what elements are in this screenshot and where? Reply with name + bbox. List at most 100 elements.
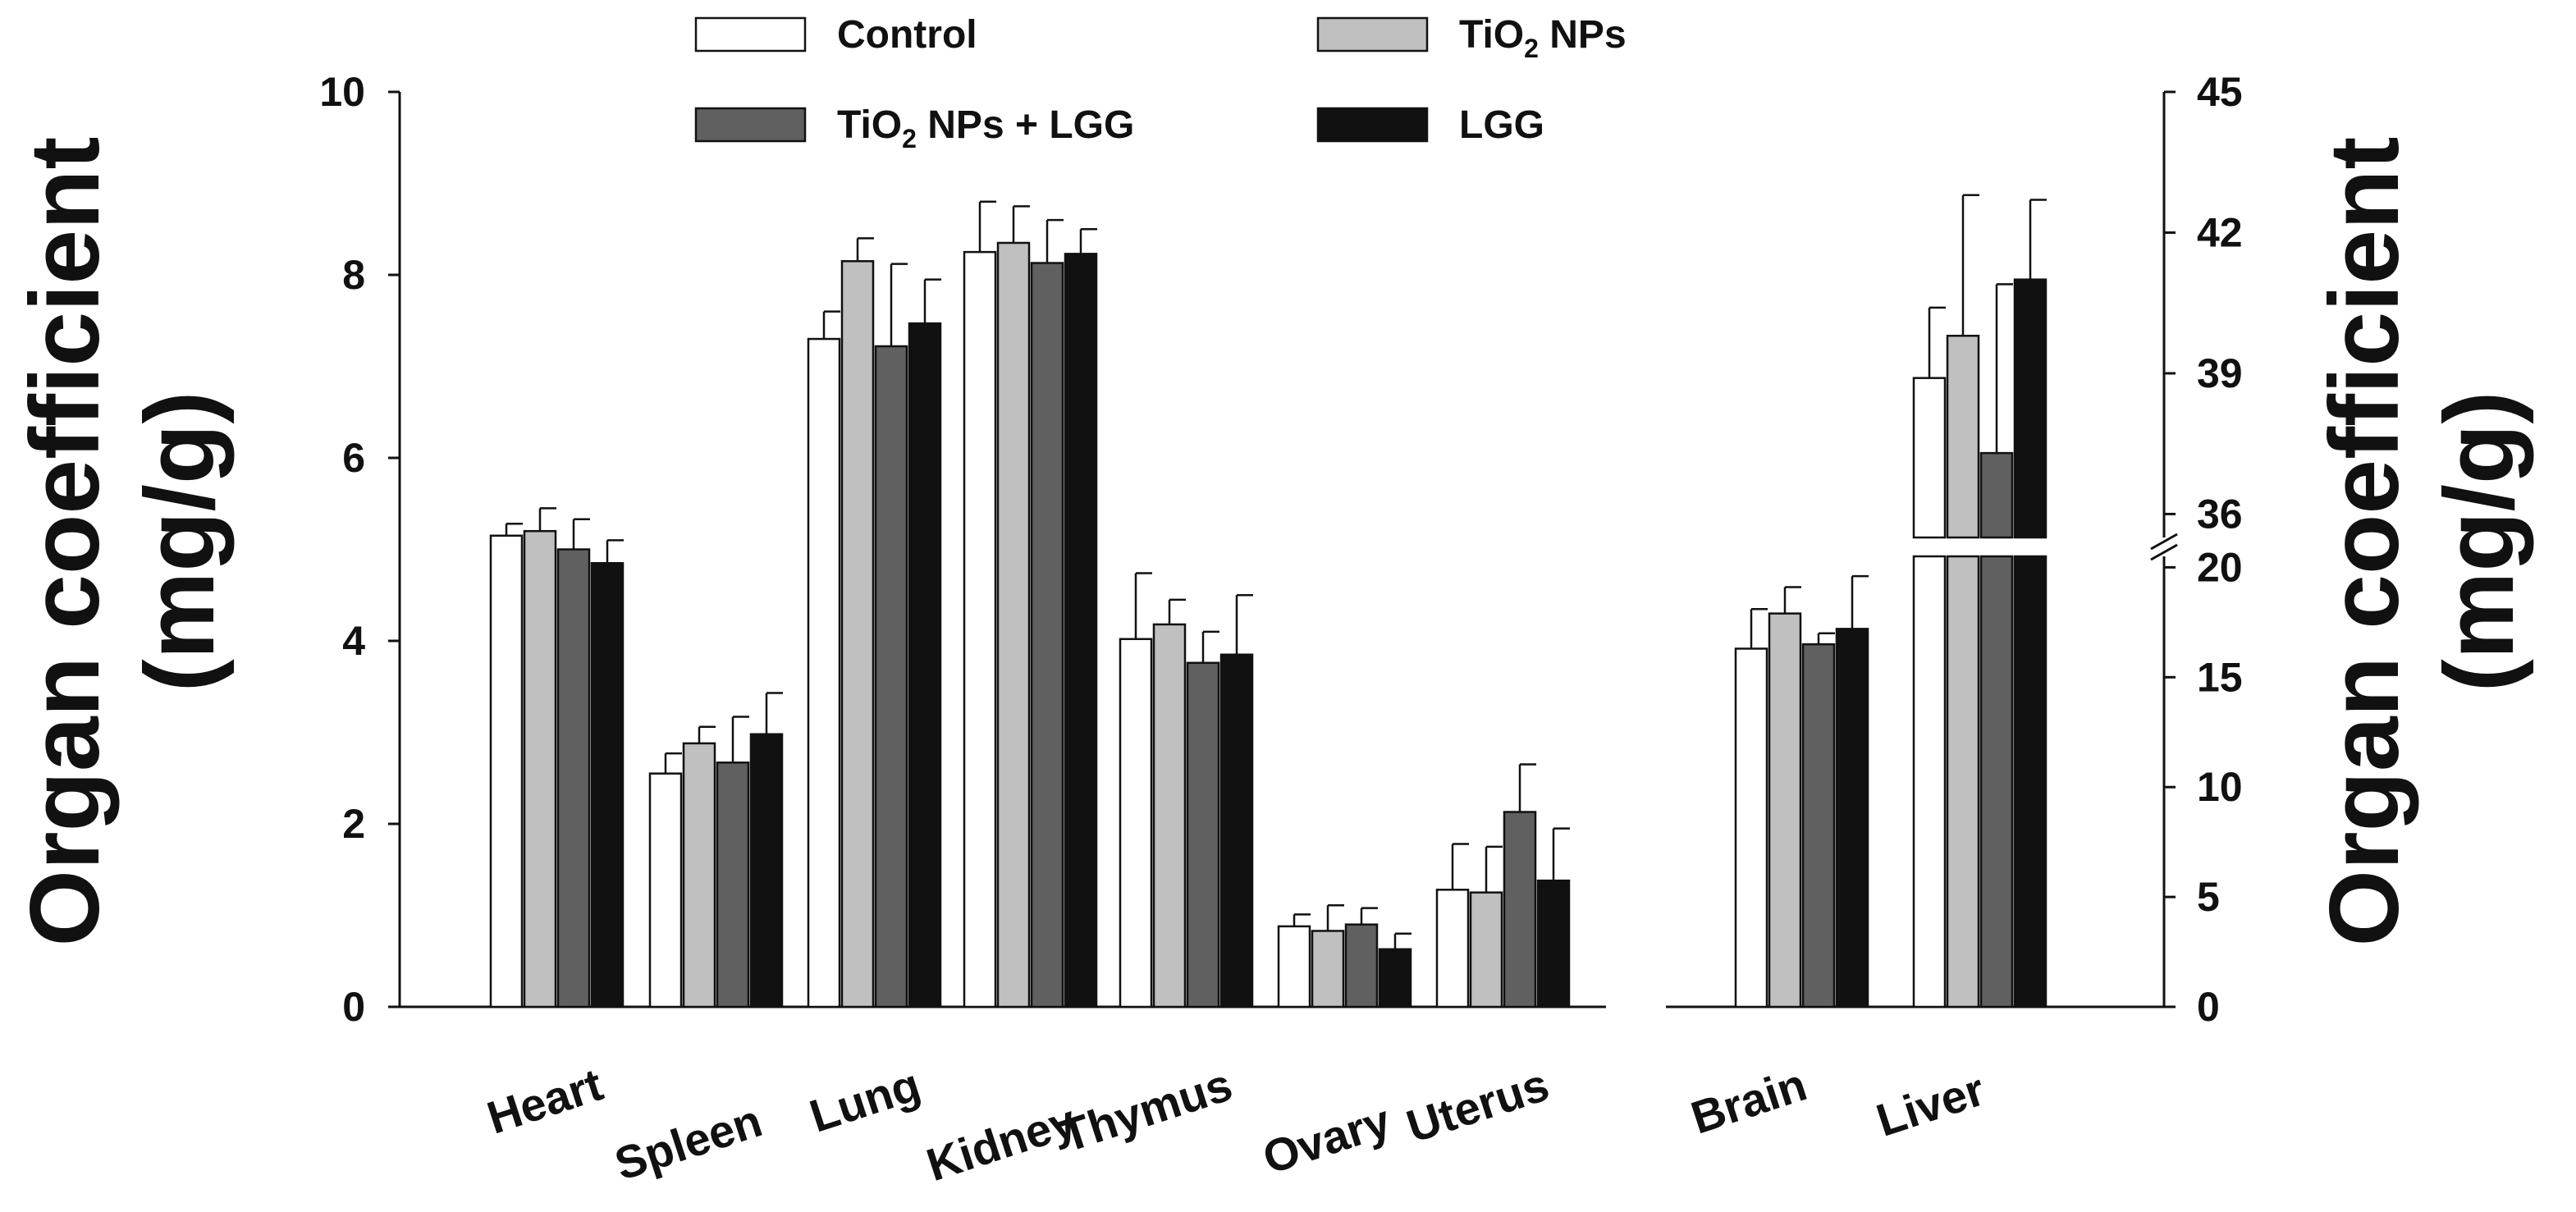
- legend-label-tail: NPs: [1539, 13, 1627, 57]
- legend-label-control: Control: [837, 13, 977, 57]
- bar-ovary-lgg: [1378, 948, 1412, 1008]
- error-bar-thymus-control: [1134, 572, 1152, 639]
- error-bar-uterus-lgg: [1552, 827, 1570, 881]
- bar-lung-lgg: [908, 322, 942, 1008]
- bar-liver-control-lower: [1912, 555, 1947, 1008]
- bar-liver-lgg-lower: [2013, 555, 2048, 1008]
- x-tick-label-spleen: Spleen: [609, 1094, 768, 1190]
- legend: Control TiO2 NPs TiO2 NPs + LGG LGG: [694, 13, 1627, 153]
- legend-item-lgg: LGG: [1316, 103, 1544, 147]
- error-bar-heart-lgg: [606, 539, 624, 564]
- bar-heart-tio2-nps-lgg: [556, 548, 591, 1008]
- error-bar-uterus-control: [1451, 843, 1469, 890]
- right-y-tick-label: 45: [2197, 69, 2243, 115]
- bar-heart-control: [489, 534, 524, 1008]
- x-tick-label-heart: Heart: [481, 1058, 609, 1143]
- bar-spleen-lgg: [749, 733, 784, 1008]
- legend-label-subscript: 2: [1524, 34, 1539, 63]
- bar-group-liver: [1912, 194, 2048, 1008]
- bar-lung-tio2-nps: [840, 260, 875, 1008]
- legend-swatch-tio2-nps-lgg: [694, 107, 807, 143]
- error-bar-ovary-lgg: [1393, 932, 1412, 949]
- left-y-tick-label: 6: [342, 435, 365, 481]
- error-bar-ovary-tio2-nps-lgg: [1360, 907, 1378, 925]
- bar-ovary-tio2-nps: [1311, 930, 1345, 1008]
- left-y-axis-label-line2: (mg/g): [125, 391, 235, 693]
- bar-group-brain: [1734, 574, 1869, 1008]
- bar-kidney-tio2-nps-lgg: [1030, 262, 1064, 1008]
- left-y-tick-label: 2: [342, 801, 365, 847]
- bar-uterus-tio2-nps-lgg: [1503, 811, 1537, 1008]
- axis-break-marker: [2150, 533, 2178, 561]
- bar-brain-control: [1734, 647, 1768, 1008]
- error-bar-ovary-control: [1293, 913, 1311, 926]
- bar-group-spleen: [648, 692, 784, 1008]
- x-tick-label-thymus: Thymus: [1055, 1058, 1238, 1161]
- bar-uterus-lgg: [1536, 879, 1571, 1008]
- right-y-axis-label-line1: Organ coefficient: [2309, 137, 2419, 947]
- error-bar-ovary-tio2-nps: [1326, 903, 1344, 931]
- legend-label-lgg: LGG: [1459, 103, 1544, 147]
- legend-label-subscript: 2: [902, 124, 917, 153]
- error-bar-heart-tio2-nps-lgg: [572, 518, 590, 550]
- bar-lung-tio2-nps-lgg: [874, 345, 908, 1008]
- legend-label-tio2-nps: TiO2 NPs: [1459, 13, 1627, 63]
- x-tick-label-brain: Brain: [1685, 1058, 1813, 1143]
- bar-heart-tio2-nps: [523, 529, 557, 1008]
- bar-liver-lgg-upper: [2013, 278, 2048, 539]
- error-bar-thymus-tio2-nps-lgg: [1201, 630, 1219, 663]
- legend-swatch-lgg: [1316, 107, 1429, 143]
- left-y-tick-label: 8: [342, 252, 365, 298]
- legend-label-main: LGG: [1459, 103, 1544, 147]
- right-y-tick-label: 0: [2197, 984, 2220, 1030]
- error-bar-uterus-tio2-nps: [1485, 845, 1503, 893]
- bar-brain-tio2-nps: [1768, 612, 1802, 1008]
- x-tick-label-ovary: Ovary: [1256, 1094, 1396, 1183]
- bar-group-ovary: [1277, 903, 1412, 1008]
- right-y-tick-label: 15: [2197, 654, 2243, 700]
- bar-liver-tio2-nps-lower: [1946, 555, 1980, 1008]
- right-panel: 0 5 10 15 20 36 39 42 45 Brain Liver: [1666, 69, 2243, 1146]
- bar-group-lung: [807, 237, 942, 1008]
- error-bar-liver-tio2-nps-lgg: [1995, 283, 2013, 454]
- legend-item-tio2-nps-lgg: TiO2 NPs + LGG: [694, 103, 1134, 153]
- error-bar-liver-tio2-nps: [1961, 194, 1979, 336]
- bar-liver-control-upper: [1912, 377, 1947, 539]
- x-tick-label-liver: Liver: [1870, 1063, 1991, 1146]
- bar-ovary-control: [1277, 925, 1311, 1008]
- bar-liver-control: [1912, 377, 1947, 1008]
- error-bar-thymus-tio2-nps: [1168, 598, 1186, 624]
- x-tick-label-kidney: Kidney: [921, 1094, 1082, 1191]
- bar-liver-tio2-nps-lgg-upper: [1979, 451, 2014, 539]
- error-bar-kidney-lgg: [1079, 228, 1097, 254]
- bar-group-kidney: [963, 200, 1098, 1008]
- legend-item-control: Control: [694, 13, 977, 57]
- bar-liver-tio2-nps-upper: [1946, 334, 1980, 539]
- bar-spleen-control: [648, 772, 683, 1008]
- bar-group-heart: [489, 507, 625, 1008]
- legend-label-tio2-nps-lgg: TiO2 NPs + LGG: [837, 103, 1134, 153]
- right-y-tick-label: 39: [2197, 350, 2243, 396]
- right-y-tick-label: 5: [2197, 874, 2220, 920]
- bar-liver-tio2-nps-lgg-lower: [1979, 555, 2014, 1008]
- error-bar-thymus-lgg: [1235, 594, 1253, 655]
- error-bar-liver-lgg: [2029, 199, 2047, 280]
- error-bar-spleen-control: [664, 752, 682, 774]
- bar-group-thymus: [1119, 572, 1254, 1008]
- left-y-tick-label: 0: [342, 984, 365, 1030]
- error-bar-brain-tio2-nps: [1783, 586, 1801, 614]
- legend-swatch-control: [694, 16, 807, 53]
- error-bar-liver-control: [1928, 306, 1946, 378]
- x-tick-label-lung: Lung: [803, 1058, 927, 1141]
- bar-liver-tio2-nps: [1946, 334, 1980, 1008]
- left-y-tick-label: 10: [319, 69, 365, 115]
- bar-spleen-tio2-nps-lgg: [716, 762, 750, 1008]
- error-bar-uterus-tio2-nps-lgg: [1518, 763, 1536, 812]
- bar-thymus-lgg: [1219, 653, 1254, 1008]
- legend-label-main: Control: [837, 13, 977, 57]
- bar-kidney-control: [963, 250, 997, 1008]
- error-bar-spleen-tio2-nps: [698, 725, 716, 743]
- left-y-axis-label-line1: Organ coefficient: [10, 137, 120, 947]
- error-bar-lung-lgg: [923, 278, 941, 324]
- bar-spleen-tio2-nps: [682, 742, 716, 1008]
